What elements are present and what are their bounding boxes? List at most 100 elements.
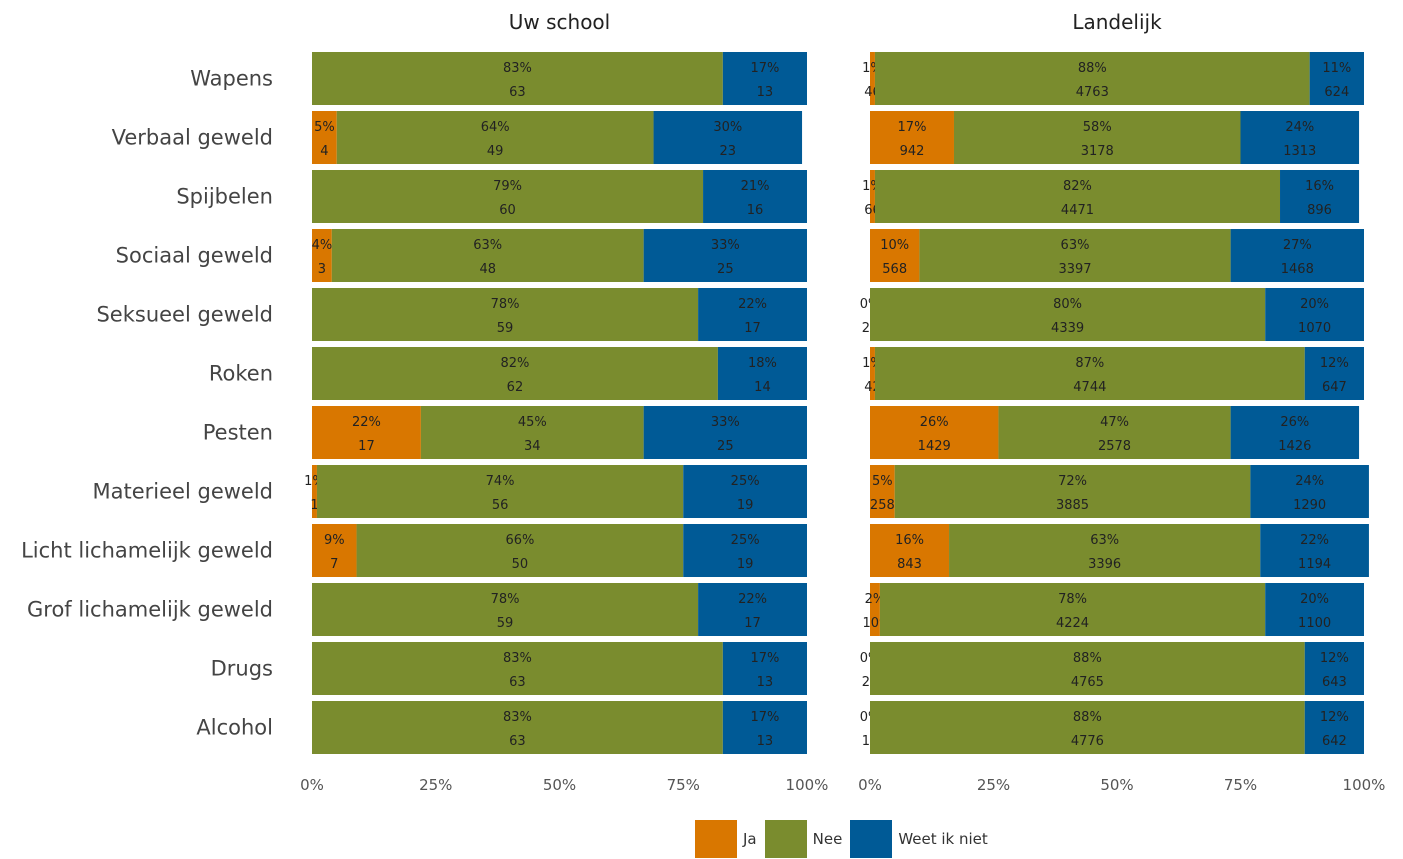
data-label-count: 4765 bbox=[1071, 675, 1104, 690]
data-label-count: 1426 bbox=[1278, 439, 1311, 454]
data-label-count: 258 bbox=[870, 498, 895, 513]
data-label-count: 7 bbox=[330, 557, 338, 572]
bar-segment-nee bbox=[312, 583, 699, 636]
data-label-percent: 87% bbox=[1075, 356, 1104, 371]
data-label-count: 60 bbox=[499, 203, 516, 218]
data-label-percent: 33% bbox=[711, 238, 740, 253]
data-label-count: 34 bbox=[524, 439, 541, 454]
data-label-percent: 16% bbox=[1305, 179, 1334, 194]
legend-item-nee: Nee bbox=[764, 820, 845, 858]
bar-segment-nee bbox=[316, 465, 684, 518]
data-label-percent: 16% bbox=[895, 533, 924, 548]
data-label-percent: 80% bbox=[1053, 297, 1082, 312]
data-label-count: 17 bbox=[744, 616, 761, 631]
data-label-count: 19 bbox=[737, 498, 754, 513]
bar-segment-nee bbox=[874, 170, 1281, 223]
data-label-count: 647 bbox=[1322, 380, 1347, 395]
data-label-percent: 21% bbox=[741, 179, 770, 194]
bar-segment-nee bbox=[312, 52, 723, 105]
bar-segment-weet-ik-niet bbox=[643, 406, 807, 459]
data-label-percent: 72% bbox=[1058, 474, 1087, 489]
data-label-count: 25 bbox=[717, 262, 734, 277]
category-label: Licht lichamelijk geweld bbox=[21, 539, 273, 563]
data-label-count: 843 bbox=[897, 557, 922, 572]
bar-segment-ja bbox=[312, 524, 357, 577]
bar-segment-nee bbox=[874, 52, 1310, 105]
category-label: Pesten bbox=[203, 421, 273, 445]
data-label-percent: 83% bbox=[503, 651, 532, 666]
data-label-count: 942 bbox=[900, 144, 925, 159]
bar-segment-nee bbox=[879, 583, 1266, 636]
category-label: Sociaal geweld bbox=[116, 244, 273, 268]
data-label-count: 63 bbox=[509, 675, 526, 690]
data-label-count: 643 bbox=[1322, 675, 1347, 690]
bar-segment-weet-ik-niet bbox=[1280, 170, 1360, 223]
data-label-percent: 47% bbox=[1100, 415, 1129, 430]
data-label-count: 3885 bbox=[1056, 498, 1089, 513]
data-label-percent: 20% bbox=[1300, 297, 1329, 312]
data-label-count: 1429 bbox=[918, 439, 951, 454]
x-tick-label: 0% bbox=[300, 776, 324, 794]
bar-segment-weet-ik-niet bbox=[653, 111, 803, 164]
legend-swatch-nee bbox=[764, 820, 807, 858]
data-label-count: 16 bbox=[747, 203, 764, 218]
data-label-percent: 22% bbox=[738, 297, 767, 312]
category-label: Seksueel geweld bbox=[96, 303, 273, 327]
x-tick-label: 50% bbox=[1100, 776, 1133, 794]
data-label-count: 624 bbox=[1324, 85, 1349, 100]
data-label-percent: 26% bbox=[920, 415, 949, 430]
x-tick-label: 25% bbox=[977, 776, 1010, 794]
bar-segment-nee bbox=[870, 701, 1305, 754]
data-label-count: 25 bbox=[717, 439, 734, 454]
data-label-count: 1100 bbox=[1298, 616, 1331, 631]
data-label-percent: 66% bbox=[505, 533, 534, 548]
data-label-percent: 74% bbox=[486, 474, 515, 489]
data-label-percent: 45% bbox=[518, 415, 547, 430]
bar-segment-weet-ik-niet bbox=[643, 229, 807, 282]
data-label-percent: 88% bbox=[1073, 710, 1102, 725]
x-tick-label: 75% bbox=[1224, 776, 1257, 794]
data-label-percent: 12% bbox=[1320, 651, 1349, 666]
bar-segment-nee bbox=[870, 288, 1266, 341]
bar-segment-ja bbox=[870, 347, 875, 400]
bar-segment-nee bbox=[894, 465, 1251, 518]
data-label-percent: 78% bbox=[491, 297, 520, 312]
data-label-percent: 82% bbox=[500, 356, 529, 371]
data-label-count: 4776 bbox=[1071, 734, 1104, 749]
bar-segment-ja bbox=[870, 524, 950, 577]
x-tick-label: 100% bbox=[786, 776, 829, 794]
data-label-percent: 12% bbox=[1320, 356, 1349, 371]
bar-segment-weet-ik-niet bbox=[698, 583, 807, 636]
bar-segment-ja bbox=[870, 111, 954, 164]
data-label-count: 3178 bbox=[1081, 144, 1114, 159]
bar-segment-ja bbox=[312, 406, 421, 459]
bar-segment-weet-ik-niet bbox=[1304, 642, 1364, 695]
data-label-count: 4763 bbox=[1076, 85, 1109, 100]
bar-segment-nee bbox=[953, 111, 1241, 164]
data-label-count: 1313 bbox=[1283, 144, 1316, 159]
data-label-percent: 10% bbox=[880, 238, 909, 253]
data-label-count: 1468 bbox=[1281, 262, 1314, 277]
bar-segment-nee bbox=[998, 406, 1231, 459]
data-label-percent: 4% bbox=[312, 238, 333, 253]
data-label-percent: 24% bbox=[1285, 120, 1314, 135]
data-label-count: 63 bbox=[509, 734, 526, 749]
bar-segment-nee bbox=[331, 229, 644, 282]
data-label-percent: 5% bbox=[314, 120, 335, 135]
data-label-count: 50 bbox=[512, 557, 529, 572]
data-label-percent: 11% bbox=[1322, 61, 1351, 76]
bar-segment-weet-ik-niet bbox=[722, 701, 807, 754]
bar-segment-weet-ik-niet bbox=[1304, 701, 1364, 754]
bar-segment-nee bbox=[312, 642, 723, 695]
data-label-percent: 25% bbox=[731, 474, 760, 489]
data-label-percent: 17% bbox=[750, 61, 779, 76]
data-label-count: 13 bbox=[757, 675, 774, 690]
bar-segment-nee bbox=[312, 170, 704, 223]
bar-segment-weet-ik-niet bbox=[722, 52, 807, 105]
data-label-percent: 17% bbox=[750, 651, 779, 666]
data-label-percent: 63% bbox=[1061, 238, 1090, 253]
data-label-percent: 20% bbox=[1300, 592, 1329, 607]
data-label-percent: 33% bbox=[711, 415, 740, 430]
data-label-percent: 88% bbox=[1073, 651, 1102, 666]
bar-segment-nee bbox=[312, 288, 699, 341]
